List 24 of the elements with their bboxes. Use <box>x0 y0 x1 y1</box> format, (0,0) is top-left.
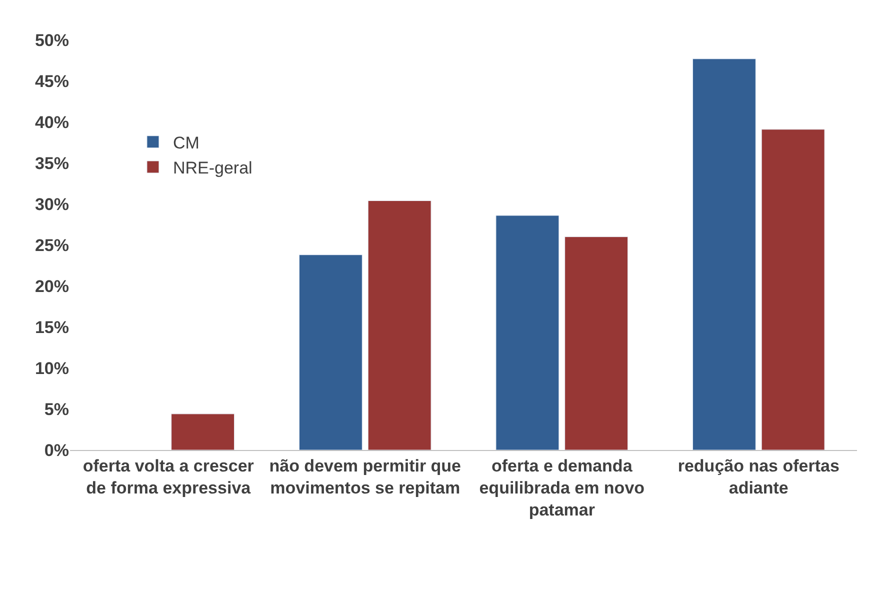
y-tick-label: 40% <box>34 112 69 132</box>
bar <box>761 129 825 450</box>
bar <box>368 200 432 450</box>
y-tick-label: 0% <box>44 440 69 460</box>
x-tick-label: oferta volta a crescer de forma expressiva <box>82 456 254 498</box>
x-tick-label: redução nas ofertas adiante <box>678 456 840 498</box>
y-tick-label: 30% <box>34 194 69 214</box>
bar <box>692 58 756 450</box>
y-tick-label: 10% <box>34 358 69 378</box>
legend-label: CM <box>172 133 200 152</box>
bar <box>171 414 235 450</box>
legend-label: NRE-geral <box>172 158 252 178</box>
bar <box>298 254 362 450</box>
y-tick-label: 25% <box>34 236 69 255</box>
y-tick-label: 50% <box>34 30 69 50</box>
x-tick-label: não devem permitir que movimentos se repitam <box>269 456 462 498</box>
y-tick-label: 5% <box>44 400 69 419</box>
y-tick-label: 20% <box>34 276 69 296</box>
bar <box>496 215 560 450</box>
bar <box>564 236 628 450</box>
y-tick-label: 15% <box>34 318 69 337</box>
x-tick-label: oferta e demanda equilibrada em novo patamar <box>479 456 645 520</box>
y-tick-label: 45% <box>34 72 69 91</box>
y-tick-label: 35% <box>34 154 69 173</box>
